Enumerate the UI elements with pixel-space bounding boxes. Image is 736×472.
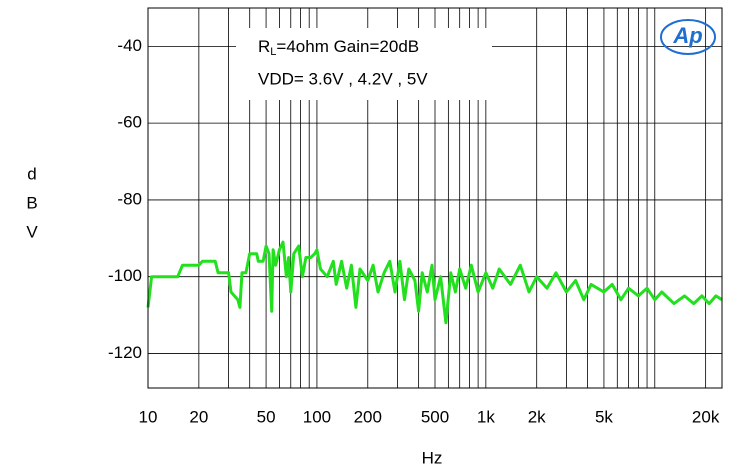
y-tick-label: -100 — [108, 266, 142, 285]
annotation: VDD= 3.6V , 4.2V , 5V — [258, 69, 428, 88]
annotation: RL=4ohm Gain=20dB — [258, 37, 419, 57]
annotation-part: R — [258, 37, 270, 56]
plot-frame — [147, 7, 723, 389]
x-tick-label: 200 — [354, 407, 382, 426]
x-tick-label: 100 — [303, 407, 331, 426]
x-tick-label: 20 — [189, 407, 208, 426]
annotation-subscript: L — [270, 46, 276, 58]
x-tick-label: 10 — [139, 407, 158, 426]
logo-ring — [660, 19, 716, 55]
series-line — [146, 240, 723, 325]
annotation-part: =4ohm Gain=20dB — [276, 37, 419, 56]
x-tick-label: 20k — [692, 407, 720, 426]
y-axis-label: d — [27, 164, 36, 183]
x-tick-label: 500 — [421, 407, 449, 426]
y-axis-label: V — [26, 222, 38, 241]
y-tick-label: -60 — [117, 113, 142, 132]
x-axis-label: Hz — [422, 448, 443, 467]
y-tick-label: -40 — [117, 36, 142, 55]
annotation-box — [236, 28, 492, 100]
y-tick-label: -120 — [108, 343, 142, 362]
y-tick-label: -80 — [117, 189, 142, 208]
x-tick-label: 50 — [257, 407, 276, 426]
y-axis-label: B — [26, 193, 37, 212]
logo: Ap — [672, 23, 702, 48]
x-tick-label: 1k — [477, 407, 495, 426]
x-tick-label: 5k — [595, 407, 613, 426]
x-tick-label: 2k — [528, 407, 546, 426]
